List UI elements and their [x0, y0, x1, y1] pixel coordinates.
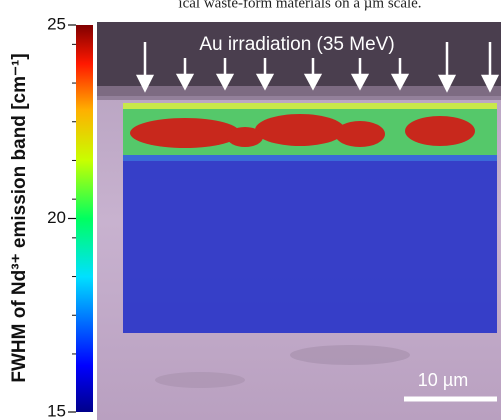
figure: ical waste-form materials on a µm scale.: [0, 0, 501, 420]
tick-label: 20: [47, 208, 66, 227]
colorbar-ticks: 15 20 25: [47, 14, 76, 420]
colorbar-label: FWHM of Nd³⁺ emission band [cm⁻¹]: [9, 53, 30, 382]
caption-fragment: ical waste-form materials on a µm scale.: [178, 0, 421, 11]
tick-label: 25: [47, 14, 66, 33]
colorbar: [76, 25, 93, 412]
scale-bar-label: 10 µm: [418, 370, 468, 390]
tick-label: 15: [47, 401, 66, 420]
annotation: Au irradiation (35 MeV): [199, 34, 394, 55]
raman-map: [123, 103, 497, 333]
